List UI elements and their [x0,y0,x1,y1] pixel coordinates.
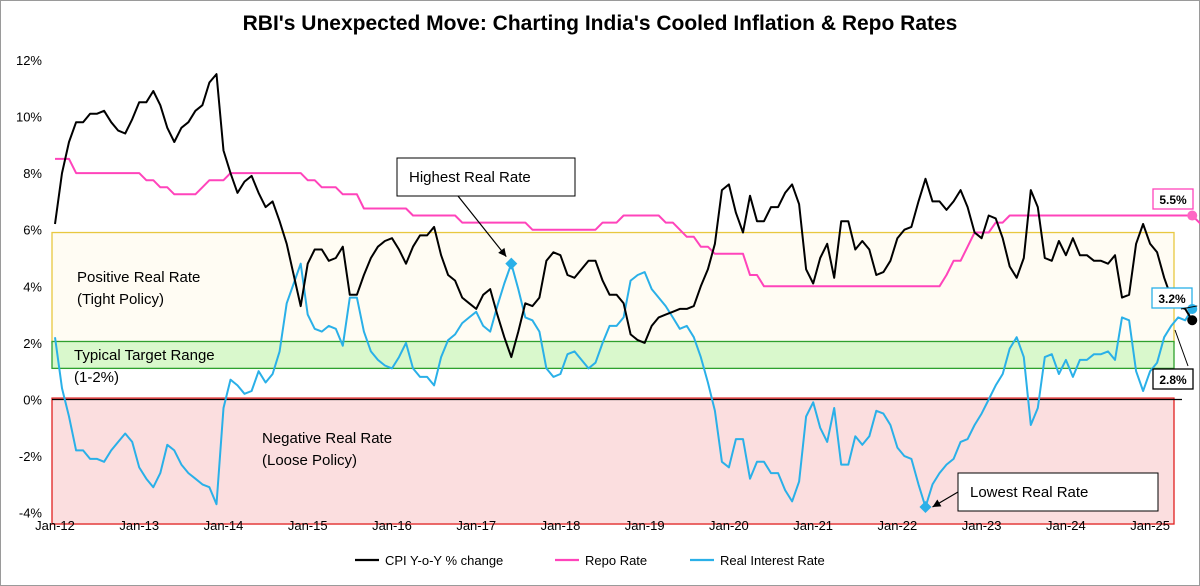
target-range-zone-label: Typical Target Range [74,347,215,364]
x-tick-label: Jan-17 [456,518,496,533]
highest-real-rate-label: Highest Real Rate [409,169,531,186]
real-end-label: 3.2% [1158,292,1186,306]
y-tick-label: -2% [19,449,43,464]
x-tick-label: Jan-18 [541,518,581,533]
y-tick-label: 12% [16,53,42,68]
lowest-real-rate-marker [919,501,932,514]
cpi-end-marker [1187,315,1198,326]
x-tick-label: Jan-19 [625,518,665,533]
y-tick-label: 10% [16,110,42,125]
real-end-label-box [1151,287,1193,309]
annotation-arrow [457,195,507,258]
repo-rate-line [55,157,1200,288]
x-tick-label: Jan-16 [372,518,412,533]
legend-repo-rate-label: Repo Rate [585,553,647,568]
real-interest-rate-line [54,262,1194,508]
legend: CPI Y-o-Y % change Repo Rate Real Interest… [355,553,825,568]
x-tick-label: Jan-13 [119,518,159,533]
y-tick-label: -4% [19,506,43,521]
positive-real-rate-zone-label: Positive Real Rate [77,269,200,286]
x-tick-label: Jan-21 [793,518,833,533]
x-tick-label: Jan-22 [878,518,918,533]
legend-cpi-label: CPI Y-o-Y % change [385,553,503,568]
repo-end-label: 5.5% [1159,193,1187,207]
x-tick-label: Jan-15 [288,518,328,533]
y-tick-label: 0% [23,393,42,408]
target-range-zone [51,340,1175,370]
y-tick-label: 6% [23,223,42,238]
legend-real-interest-rate-label: Real Interest Rate [720,553,825,568]
lowest-real-rate-box [957,472,1159,512]
y-tick-label: 4% [23,279,42,294]
annotation-arrowhead [498,247,507,257]
highest-real-rate-marker [505,257,518,270]
negative-real-rate-zone-sublabel: (Loose Policy) [262,452,357,469]
x-tick-label: Jan-12 [35,518,75,533]
repo-end-label-box [1152,188,1194,210]
axes: 12% 10% 8% 6% 4% 2% 0% -2% -4%Jan-12 Jan-13 Jan-14… [16,53,1182,533]
annotations: Highest Real Rate Lowest Real Rate 5.5% 3.2… [396,157,1198,514]
annotation-arrowhead [932,499,942,508]
x-tick-label: Jan-23 [962,518,1002,533]
real-end-marker [1187,303,1198,314]
negative-real-rate-zone-label: Negative Real Rate [262,430,392,447]
cpi-end-label-box [1152,368,1194,390]
x-tick-label: Jan-24 [1046,518,1086,533]
x-tick-label: Jan-14 [204,518,244,533]
x-tick-label: Jan-20 [709,518,749,533]
y-tick-label: 8% [23,166,42,181]
cpi-end-label: 2.8% [1159,373,1187,387]
positive-real-rate-zone-sublabel: (Tight Policy) [77,291,164,308]
real-end-arrow [1180,305,1198,310]
cpi-line [54,73,1194,359]
chart-title: RBI's Unexpected Move: Charting India's … [242,12,958,35]
repo-end-marker [1187,210,1198,221]
highest-real-rate-box [396,157,576,197]
target-range-zone-sublabel: (1-2%) [74,369,119,386]
lowest-real-rate-label: Lowest Real Rate [970,484,1088,501]
cpi-end-arrow [1174,329,1189,367]
x-tick-label: Jan-25 [1130,518,1170,533]
y-tick-label: 2% [23,336,42,351]
series-lines [54,73,1200,508]
